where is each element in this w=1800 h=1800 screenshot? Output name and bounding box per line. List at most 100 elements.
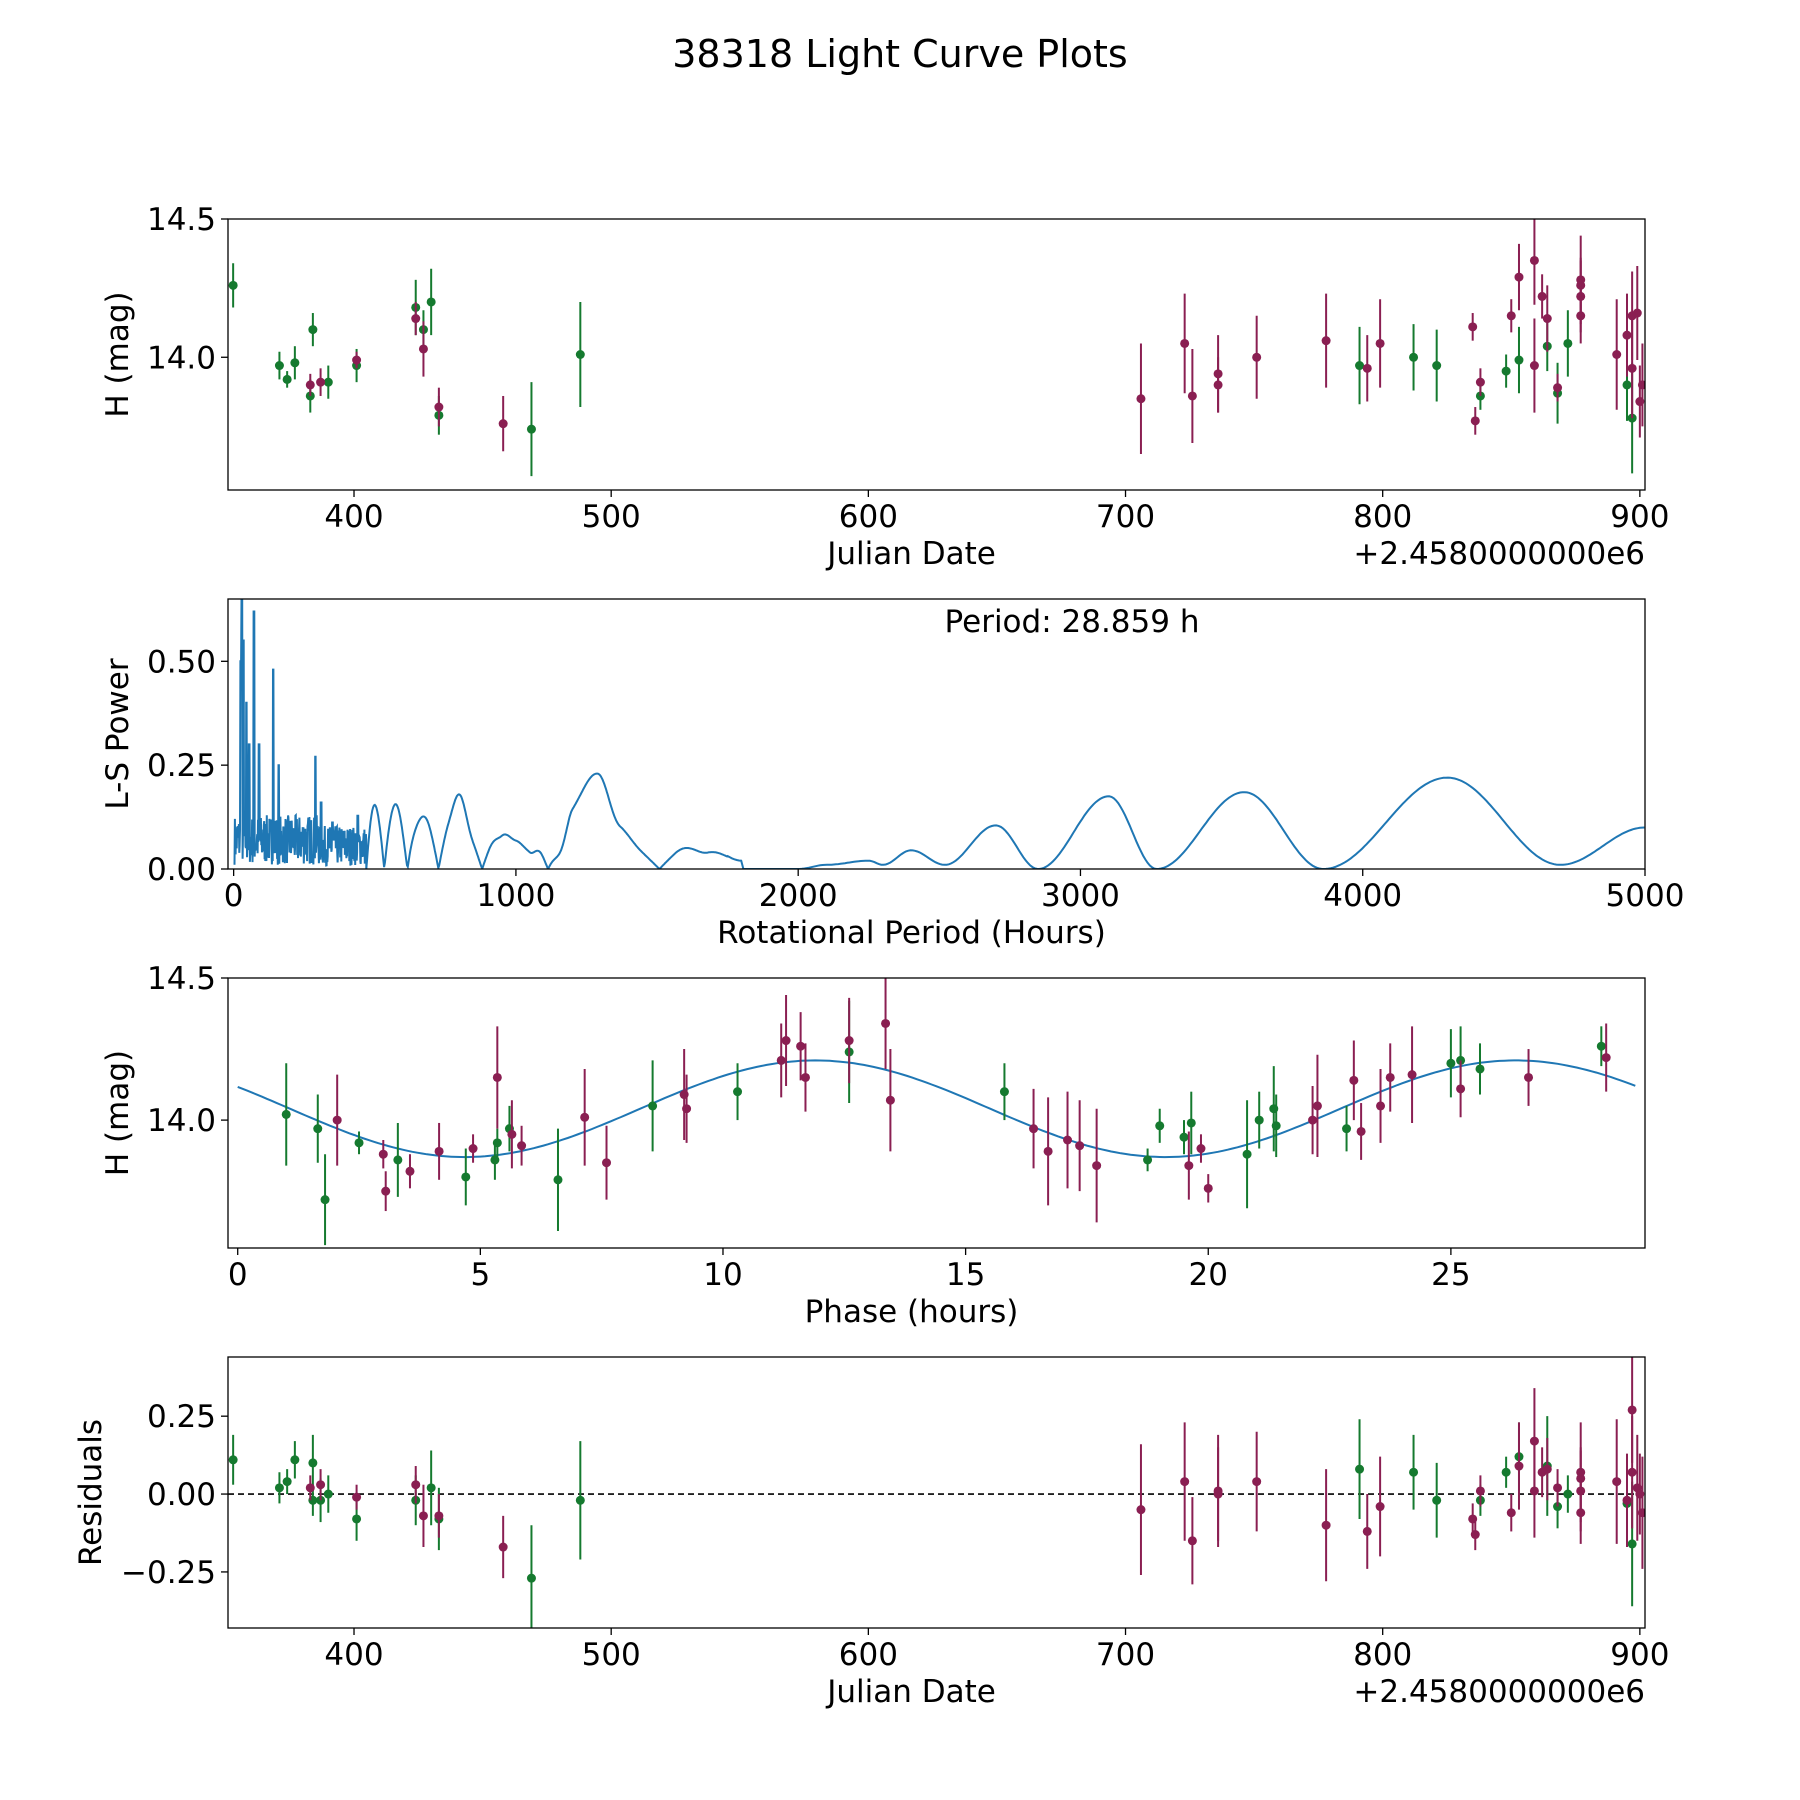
data-point-maroon [1196,1144,1206,1154]
data-point-green [426,297,436,307]
data-point-maroon [1475,377,1485,387]
data-point-green [1179,1132,1189,1142]
data-point-green [575,350,585,359]
fit-series [237,1059,1636,1159]
data-point-green [1432,361,1442,371]
data-point-green [1409,352,1419,362]
data-point-maroon [580,1112,590,1122]
data-point-maroon [498,1542,508,1552]
data-point-maroon [1506,311,1516,321]
data-point-green [282,1477,292,1487]
figure-title: 38318 Light Curve Plots [672,32,1127,76]
y-axis-label: H (mag) [100,291,136,417]
data-point-green [1342,1124,1352,1134]
data-point-green [1143,1155,1153,1165]
data-point-maroon [305,1483,315,1493]
data-point-maroon [1187,1536,1197,1546]
y-tick-label: 0.00 [147,1477,216,1513]
y-tick-label: 0.25 [147,1399,216,1435]
y-tick-label: 0.25 [147,748,216,784]
data-point-maroon [1506,1508,1516,1518]
data-point-green [999,1087,1009,1097]
x-tick-label: 15 [946,1257,985,1293]
data-point-maroon [1514,272,1524,282]
y-tick-label: 14.5 [147,202,216,238]
data-point-maroon [1407,1070,1417,1080]
data-point-green [575,1495,585,1505]
data-point-maroon [1622,330,1632,340]
data-point-maroon [418,344,428,354]
x-tick-label: 500 [582,499,641,535]
data-point-green [274,1483,284,1493]
data-point-maroon [1612,1477,1622,1487]
data-point-green [1596,1041,1606,1051]
x-tick-label: 0 [224,878,244,914]
data-point-maroon [1576,311,1586,321]
data-point-maroon [1537,291,1547,301]
data-point-maroon [332,1115,342,1125]
data-point-maroon [1213,1489,1223,1499]
y-tick-label: 14.0 [147,1103,216,1139]
panel-residuals: 400 500 600 700 800 900 0.25 0.00 −0.25 Julian Da… [73,1356,1669,1710]
data-point-green [308,325,318,335]
data-point-maroon [517,1141,527,1151]
data-point-green [490,1155,500,1165]
x-tick-label: 1000 [476,878,555,914]
panel-periodogram: 0 1000 2000 3000 4000 5000 0.00 0.25 0.50 Rotatio… [100,598,1684,951]
x-tick-label: 0 [228,1257,248,1293]
data-point-maroon [316,377,326,387]
x-tick-label: 500 [582,1637,641,1673]
data-point-maroon [507,1129,517,1139]
data-point-maroon [1622,1495,1632,1505]
data-point-green [526,1573,536,1583]
x-tick-label: 700 [1096,1637,1155,1673]
x-tick-label: 900 [1610,499,1669,535]
x-offset-text: +2.4580000000e6 [1353,1674,1645,1710]
data-point-maroon [1043,1146,1053,1156]
data-point-maroon [1627,363,1637,373]
x-tick-label: 800 [1353,499,1412,535]
data-point-maroon [381,1186,391,1196]
data-point-green [1627,1539,1637,1549]
data-point-green [1242,1149,1252,1159]
data-point-maroon [1092,1161,1102,1171]
data-point-maroon [1524,1072,1534,1082]
data-point-maroon [418,1511,428,1521]
data-point-maroon [1632,308,1642,318]
axes-frame [227,598,1646,870]
data-point-green [282,374,292,384]
data-point-green [393,1155,403,1165]
data-point-maroon [844,1036,854,1046]
axes-frame [227,218,1646,491]
data-point-green [1563,338,1573,348]
periodogram-series [233,599,1645,869]
data-point-maroon [411,1480,421,1490]
x-tick-label: 600 [839,499,898,535]
y-tick-label: −0.25 [121,1555,216,1591]
data-point-green [648,1101,658,1111]
data-point-green [274,361,284,371]
data-point-maroon [1627,1405,1637,1415]
x-tick-label: 400 [324,1637,383,1673]
data-point-maroon [1637,1508,1645,1518]
data-point-maroon [1637,380,1645,390]
data-point-maroon [1213,369,1223,379]
data-point-maroon [434,1511,444,1521]
data-point-maroon [305,380,315,390]
data-point-green [323,377,333,387]
x-tick-label: 25 [1431,1257,1470,1293]
data-point-maroon [1375,1502,1385,1512]
data-point-green [290,1455,300,1465]
data-point-green [1622,380,1632,390]
data-point-maroon [1529,1436,1539,1446]
x-tick-label: 700 [1096,499,1155,535]
data-point-maroon [1468,322,1478,332]
panel-light-curve: 400 500 600 700 800 900 14.0 14.5 Julian Date H (… [100,202,1669,572]
data-point-green [1254,1115,1264,1125]
data-point-green [1355,361,1365,371]
data-point-maroon [1542,1464,1552,1474]
data-point-green [1514,355,1524,365]
x-tick-label: 20 [1189,1257,1228,1293]
data-point-maroon [1063,1135,1073,1145]
